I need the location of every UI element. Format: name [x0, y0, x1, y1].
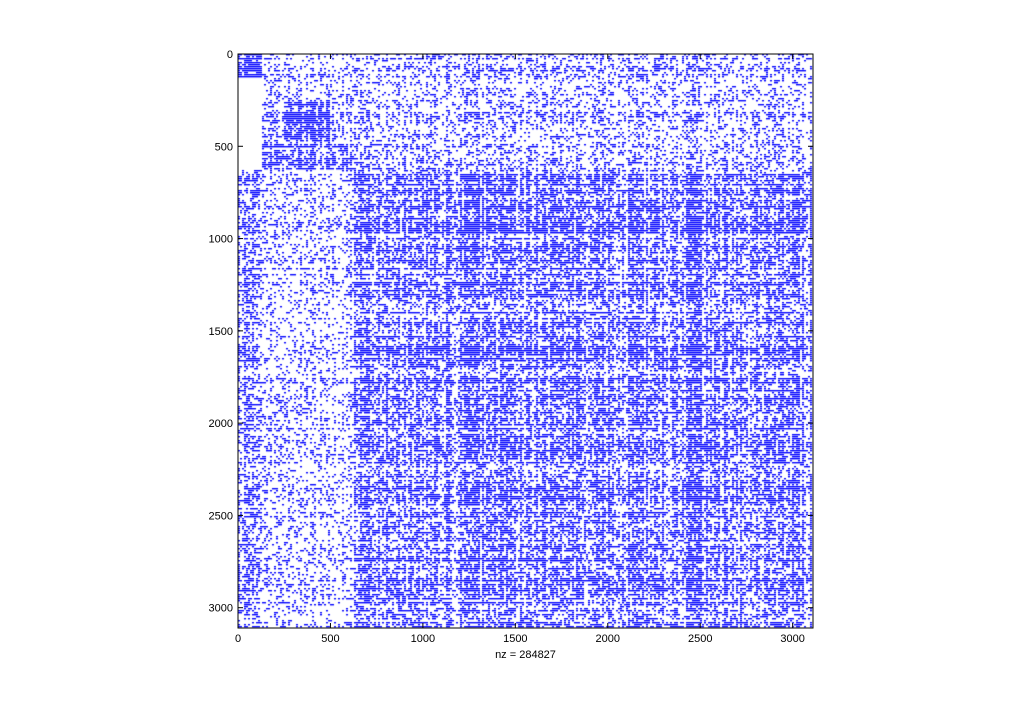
- axes-box: [237, 53, 814, 629]
- sparsity-pattern: [238, 54, 813, 628]
- y-tick-label: 2000: [209, 418, 233, 430]
- y-axis: 0 500 1000 1500 2000 2500 3000: [209, 49, 813, 615]
- sparsity-marks: [238, 54, 813, 628]
- x-tick-label: 1000: [411, 633, 435, 645]
- x-tick-label: 500: [321, 633, 339, 645]
- y-tick-label: 3000: [209, 603, 233, 615]
- y-tick-label: 0: [227, 49, 233, 61]
- y-tick-label: 2500: [209, 510, 233, 522]
- y-tick-label: 500: [215, 141, 233, 153]
- y-tick-label: 1000: [209, 234, 233, 246]
- x-tick-label: 2500: [688, 633, 712, 645]
- x-tick-label: 3000: [780, 633, 804, 645]
- x-tick-label: 1500: [503, 633, 527, 645]
- x-axis: 0 500 1000 1500 2000 2500 3000: [235, 54, 805, 645]
- y-tick-label: 1500: [209, 326, 233, 338]
- x-tick-label: 0: [235, 633, 241, 645]
- x-tick-label: 2000: [596, 633, 620, 645]
- x-axis-label: nz = 284827: [495, 649, 556, 661]
